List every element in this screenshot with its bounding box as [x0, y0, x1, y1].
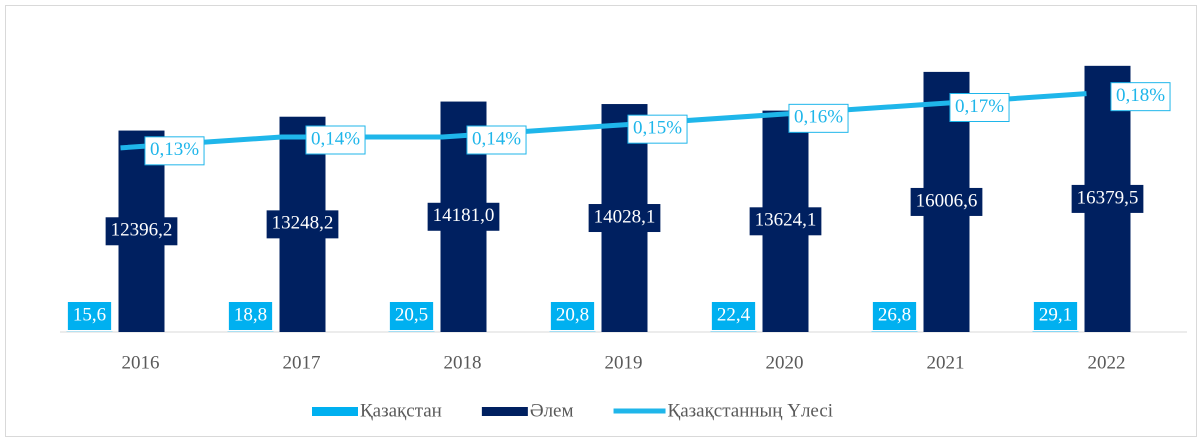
data-label: 13624,1 — [755, 210, 817, 231]
data-label: 29,1 — [1039, 304, 1072, 325]
data-label-box — [1071, 184, 1144, 213]
data-label: 0,17% — [955, 96, 1004, 117]
data-label-box — [788, 103, 849, 133]
data-label-box — [389, 302, 434, 330]
data-label-box — [910, 187, 983, 216]
legend-label: Әлем — [530, 400, 574, 421]
x-tick-label: 2021 — [927, 352, 965, 373]
x-tick-label: 2018 — [444, 352, 482, 373]
data-label-box — [67, 302, 112, 330]
data-label: 0,16% — [794, 107, 843, 128]
data-label-box — [466, 125, 527, 155]
data-label: 26,8 — [878, 304, 911, 325]
data-label: 0,14% — [311, 128, 360, 149]
data-label-box — [105, 217, 178, 246]
data-label: 0,15% — [633, 118, 682, 139]
data-label: 15,6 — [73, 304, 106, 325]
data-label-box — [711, 302, 756, 330]
data-label: 16006,6 — [916, 190, 978, 211]
data-label: 16379,5 — [1077, 187, 1139, 208]
data-label-box — [305, 125, 366, 155]
legend-swatch — [312, 407, 358, 416]
data-label-box — [949, 93, 1010, 122]
x-tick-label: 2020 — [766, 352, 804, 373]
data-label: 0,14% — [472, 128, 521, 149]
data-label: 18,8 — [234, 304, 267, 325]
data-label-box — [588, 204, 661, 233]
data-label-box — [266, 210, 339, 239]
legend-swatch — [481, 407, 528, 416]
data-label: 20,8 — [556, 304, 589, 325]
data-label-box — [872, 302, 917, 330]
data-label: 20,5 — [395, 304, 428, 325]
legend-label: Қазақстанның Үлесі — [668, 400, 834, 421]
x-tick-label: 2016 — [122, 352, 160, 373]
data-label-box — [550, 302, 595, 330]
x-tick-label: 2017 — [283, 352, 321, 373]
data-label: 13248,2 — [272, 213, 334, 234]
x-tick-label: 2022 — [1088, 352, 1126, 373]
data-label: 12396,2 — [111, 220, 173, 241]
data-label: 22,4 — [717, 304, 751, 325]
data-label-box — [228, 302, 273, 330]
data-label-box — [1033, 302, 1078, 330]
x-tick-label: 2019 — [605, 352, 643, 373]
line — [120, 91, 1087, 151]
data-label-box — [749, 207, 822, 236]
data-label: 0,18% — [1116, 85, 1165, 106]
legend-label: Қазақстан — [360, 400, 442, 421]
data-label-box — [144, 136, 205, 166]
data-label: 14181,0 — [433, 205, 495, 226]
data-label: 14028,1 — [594, 206, 656, 227]
data-label-box — [1110, 82, 1171, 112]
data-label-box — [627, 114, 688, 144]
data-label: 0,13% — [150, 139, 199, 160]
data-label-box — [427, 202, 500, 231]
